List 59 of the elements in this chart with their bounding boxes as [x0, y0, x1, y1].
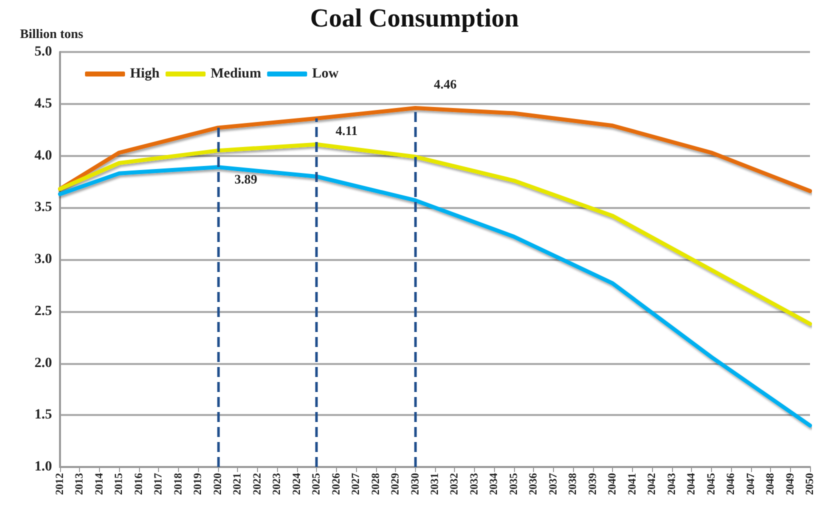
- x-tick-label: 2046: [725, 472, 738, 495]
- x-tick-label: 2048: [764, 472, 777, 495]
- x-tick-label: 2036: [528, 472, 540, 495]
- x-tick-label: 2034: [488, 472, 500, 495]
- annotation: 4.46: [434, 76, 458, 92]
- x-tick-label: 2043: [666, 472, 678, 495]
- x-tick-label: 2022: [251, 472, 264, 495]
- x-tick-label: 2040: [606, 472, 619, 495]
- x-tick-label: 2016: [132, 472, 145, 495]
- x-tick-label: 2015: [113, 472, 126, 495]
- x-tick-label: 2041: [626, 473, 638, 495]
- x-tick-label: 2023: [271, 472, 284, 495]
- y-tick-label: 5.0: [34, 44, 52, 60]
- x-tick-label: 2014: [93, 472, 106, 495]
- y-tick-label: 1.5: [34, 408, 52, 423]
- y-tick-label: 3.5: [34, 200, 52, 216]
- line-series: [58, 165, 812, 428]
- x-tick-label: 2045: [705, 472, 718, 495]
- y-tick-label: 4.0: [34, 148, 52, 164]
- x-tick-label: 2017: [152, 472, 165, 495]
- line-series: [58, 142, 812, 326]
- x-tick-label: 2021: [232, 473, 244, 495]
- x-tick-label: 2026: [330, 472, 342, 495]
- x-tick-label: 2029: [390, 472, 402, 495]
- annotation: 4.11: [336, 122, 358, 138]
- y-axis-title: Billion tons: [20, 26, 84, 41]
- x-tick-label: 2028: [370, 472, 382, 495]
- y-tick-label: 2.0: [34, 356, 52, 371]
- x-tick-label: 2024: [290, 472, 303, 495]
- x-tick-label: 2025: [310, 472, 323, 495]
- y-tick-label: 3.0: [34, 252, 52, 267]
- line-series: [58, 106, 812, 194]
- x-tick-label: 2032: [448, 472, 461, 495]
- x-tick-label: 2013: [74, 472, 86, 495]
- legend-label: Low: [312, 66, 340, 82]
- x-tick-label: 2033: [468, 472, 480, 495]
- y-tick-label: 1.0: [34, 460, 52, 474]
- x-tick-label: 2018: [172, 472, 184, 495]
- annotation: 3.89: [234, 172, 258, 187]
- x-tick-label: 2012: [54, 472, 66, 495]
- x-tick-label: 2019: [192, 472, 204, 495]
- x-tick-label: 2035: [508, 472, 520, 495]
- x-tick-label: 2030: [409, 472, 422, 495]
- y-tick-label: 4.5: [34, 96, 52, 112]
- x-tick-label: 2049: [784, 472, 796, 495]
- x-tick-label: 2020: [212, 472, 224, 495]
- x-tick-label: 2038: [567, 472, 580, 495]
- y-tick-label: 2.5: [34, 304, 52, 319]
- x-tick-label: 2039: [586, 472, 599, 495]
- x-tick-label: 2037: [547, 472, 560, 495]
- legend-label: Medium: [210, 66, 262, 82]
- chart-title: Coal Consumption: [310, 4, 520, 32]
- x-tick-label: 2031: [429, 473, 441, 495]
- x-tick-label: 2042: [646, 472, 658, 495]
- x-tick-label: 2047: [744, 472, 757, 495]
- x-tick-label: 2044: [686, 472, 698, 495]
- legend-label: High: [130, 66, 160, 82]
- x-tick-label: 2027: [350, 472, 362, 495]
- x-tick-label: 2050: [804, 472, 816, 495]
